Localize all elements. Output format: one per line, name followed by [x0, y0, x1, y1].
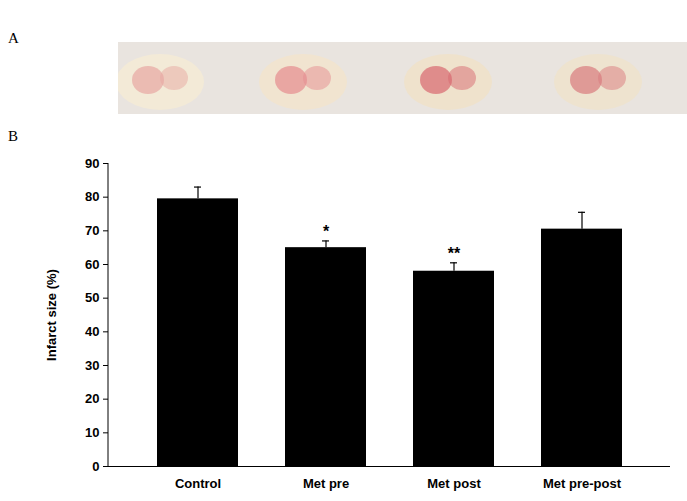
html-text:B: B [8, 128, 18, 144]
svg-text:30: 30 [85, 358, 99, 373]
svg-text:Infarct size (%): Infarct size (%) [44, 269, 59, 361]
svg-text:80: 80 [85, 189, 99, 204]
svg-text:Control: Control [175, 476, 221, 491]
svg-text:**: ** [448, 245, 461, 262]
svg-text:20: 20 [85, 391, 99, 406]
svg-text:0: 0 [92, 459, 99, 474]
svg-text:90: 90 [85, 156, 99, 171]
svg-text:60: 60 [85, 257, 99, 272]
svg-text:50: 50 [85, 290, 99, 305]
html-text:A: A [8, 30, 19, 46]
svg-text:*: * [323, 223, 330, 240]
svg-text:Met pre: Met pre [303, 476, 349, 491]
svg-text:Met pre-post: Met pre-post [543, 476, 622, 491]
svg-text:10: 10 [85, 425, 99, 440]
svg-text:40: 40 [85, 324, 99, 339]
svg-text:70: 70 [85, 223, 99, 238]
svg-text:Met post: Met post [427, 476, 481, 491]
